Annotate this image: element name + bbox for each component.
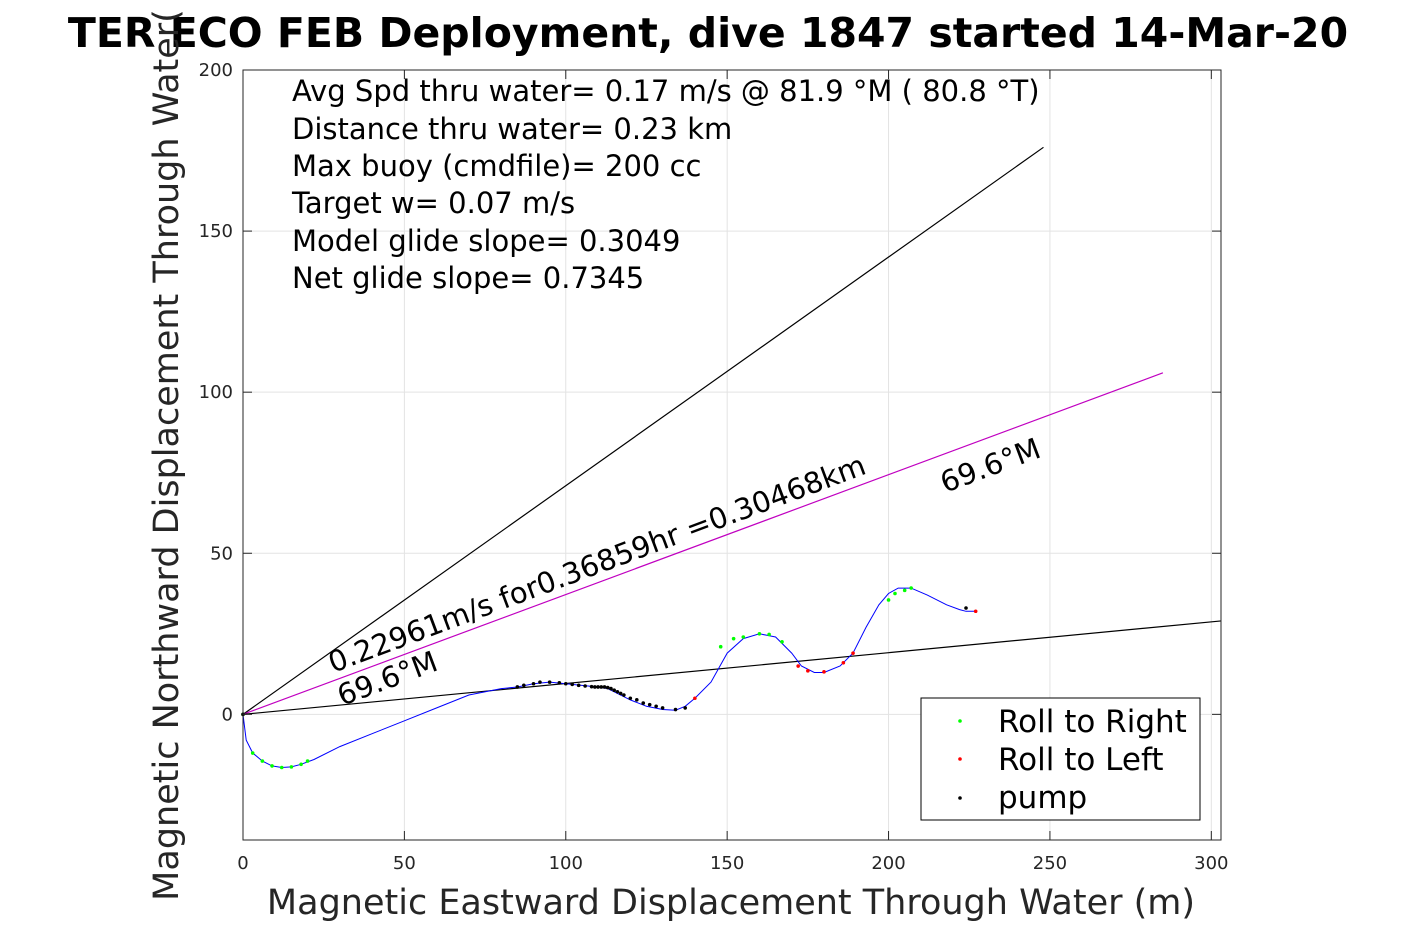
marker-pump xyxy=(628,696,633,701)
marker-pump xyxy=(596,685,600,689)
legend: Roll to Right Roll to Left pump xyxy=(920,697,1201,821)
legend-label-roll-left: Roll to Left xyxy=(998,742,1164,778)
marker-roll-to-right xyxy=(767,632,771,637)
marker-pump xyxy=(660,706,665,710)
marker-pump xyxy=(634,698,639,702)
x-tick-label: 200 xyxy=(871,853,905,874)
reference-lines xyxy=(242,146,1222,715)
marker-pump xyxy=(609,686,613,691)
chart-title: TER ECO FEB Deployment, dive 1847 starte… xyxy=(68,9,1348,57)
marker-pump xyxy=(654,704,658,709)
marker-roll-to-left xyxy=(796,664,800,668)
marker-pump xyxy=(618,691,623,696)
marker-pump xyxy=(605,685,610,690)
x-tick-label: 50 xyxy=(393,853,416,874)
info-line-2: Distance thru water= 0.23 km xyxy=(292,112,732,146)
marker-roll-to-right xyxy=(260,759,265,763)
markers xyxy=(241,586,978,770)
marker-pump xyxy=(576,683,581,688)
marker-roll-to-left xyxy=(693,696,697,701)
marker-roll-to-right xyxy=(270,764,274,768)
y-tick-label: 0 xyxy=(222,704,233,725)
legend-marker-roll-left xyxy=(958,757,962,761)
legend-box xyxy=(920,697,1201,821)
marker-pump xyxy=(622,693,626,697)
legend-label-roll-right: Roll to Right xyxy=(998,704,1187,740)
y-tick-label: 50 xyxy=(210,543,233,564)
marker-pump xyxy=(547,680,552,684)
x-tick-label: 150 xyxy=(710,853,744,874)
marker-pump xyxy=(563,681,568,686)
y-tick-label: 200 xyxy=(199,60,233,81)
y-tick-label: 150 xyxy=(199,221,233,242)
marker-pump xyxy=(683,706,687,710)
axis-ticks: 0 50 100 150 200 250 300 0 50 100 150 200 xyxy=(199,60,1229,874)
y-tick-label: 100 xyxy=(199,382,233,403)
marker-roll-to-left xyxy=(841,661,846,665)
marker-roll-to-right xyxy=(250,751,255,755)
x-tick-label: 250 xyxy=(1033,853,1067,874)
marker-roll-to-right xyxy=(886,598,891,602)
info-line-5: Model glide slope= 0.3049 xyxy=(292,224,680,258)
info-line-3: Max buoy (cmdfile)= 200 cc xyxy=(292,149,701,183)
info-line-6: Net glide slope= 0.7345 xyxy=(292,261,644,295)
legend-marker-roll-right xyxy=(958,719,962,723)
marker-roll-to-left xyxy=(806,669,810,673)
info-block: Avg Spd thru water= 0.17 m/s @ 81.9 °M (… xyxy=(291,74,1040,295)
marker-roll-to-right xyxy=(299,762,303,767)
grid xyxy=(242,69,1221,840)
marker-pump xyxy=(583,684,587,688)
marker-pump xyxy=(612,688,616,692)
marker-roll-to-right xyxy=(718,644,723,649)
marker-pump xyxy=(515,685,520,689)
legend-marker-pump xyxy=(958,796,962,800)
marker-pump xyxy=(673,707,678,712)
marker-pump xyxy=(599,685,604,689)
reference-line-lower xyxy=(242,620,1222,715)
marker-roll-to-right xyxy=(279,765,284,770)
marker-pump xyxy=(589,684,594,689)
marker-pump xyxy=(531,681,536,686)
marker-roll-to-left xyxy=(851,651,855,655)
marker-roll-to-left xyxy=(822,670,826,674)
marker-roll-to-right xyxy=(305,759,310,763)
plot-frame xyxy=(242,69,1222,841)
marker-roll-to-right xyxy=(757,632,762,636)
marker-roll-to-right xyxy=(741,635,746,639)
marker-pump xyxy=(964,606,968,610)
marker-pump xyxy=(602,685,607,689)
x-axis-label: Magnetic Eastward Displacement Through W… xyxy=(267,883,1195,923)
marker-roll-to-left xyxy=(973,609,978,614)
legend-label-pump: pump xyxy=(998,780,1087,816)
marker-pump xyxy=(522,683,526,688)
y-axis-label: Magnetic Northward Displacement Through … xyxy=(147,9,187,901)
x-tick-label: 0 xyxy=(237,853,248,874)
x-tick-label: 300 xyxy=(1194,853,1228,874)
marker-pump xyxy=(557,680,562,685)
marker-roll-to-right xyxy=(909,586,913,590)
dive-track-line xyxy=(242,587,976,769)
marker-pump xyxy=(641,701,646,705)
reference-line-current xyxy=(242,372,1164,715)
reference-line-upper xyxy=(242,146,1044,715)
marker-roll-to-right xyxy=(902,588,907,593)
marker-pump xyxy=(615,689,620,694)
marker-pump xyxy=(570,682,575,687)
marker-roll-to-right xyxy=(731,636,736,641)
marker-pump xyxy=(647,702,652,707)
info-line-4: Target w= 0.07 m/s xyxy=(291,186,575,220)
marker-roll-to-right xyxy=(893,591,897,596)
marker-pump xyxy=(593,685,597,689)
marker-roll-to-right xyxy=(780,640,784,644)
x-tick-label: 100 xyxy=(549,853,583,874)
marker-pump xyxy=(538,680,542,684)
info-line-1: Avg Spd thru water= 0.17 m/s @ 81.9 °M (… xyxy=(292,74,1040,108)
marker-roll-to-right xyxy=(289,765,294,769)
